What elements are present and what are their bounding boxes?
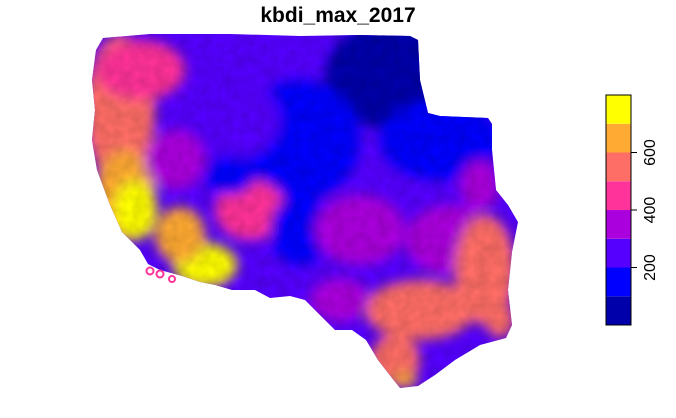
legend-tick-label: 200 <box>642 254 659 281</box>
island-markers <box>145 266 176 283</box>
map-title: kbdi_max_2017 <box>260 4 416 27</box>
legend-bin-0 <box>606 296 631 325</box>
legend-tick-label: 400 <box>642 197 659 224</box>
legend-tick-label: 600 <box>642 139 659 166</box>
legend-bin-3 <box>606 210 631 239</box>
legend-bin-5 <box>606 152 631 182</box>
legend-bin-7 <box>606 95 631 124</box>
legend-bin-6 <box>606 123 631 153</box>
legend-bin-2 <box>606 238 631 268</box>
legend-bin-1 <box>606 267 631 297</box>
legend-bin-4 <box>606 181 631 210</box>
